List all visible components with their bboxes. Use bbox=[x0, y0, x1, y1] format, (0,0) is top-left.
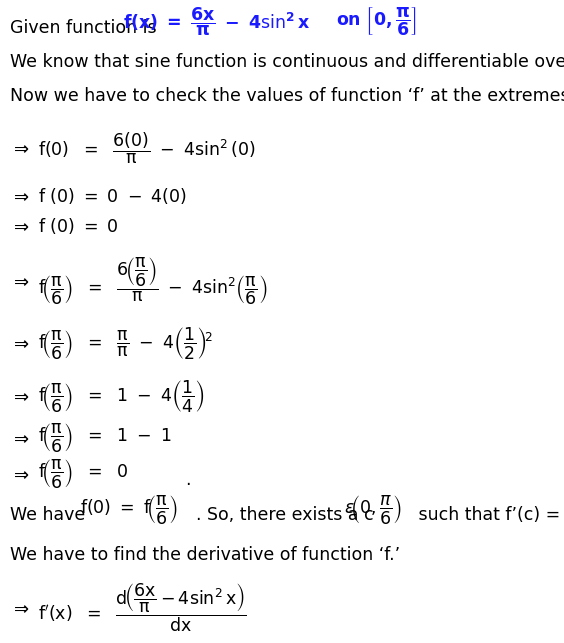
Text: $\Rightarrow$: $\Rightarrow$ bbox=[10, 387, 30, 405]
Text: Now we have to check the values of function ‘f’ at the extremes,: Now we have to check the values of funct… bbox=[10, 87, 564, 105]
Text: $\mathrm{f(0)\ \ =\ \ \dfrac{6(0)}{\pi}\ -\ 4\sin^2(0)}$: $\mathrm{f(0)\ \ =\ \ \dfrac{6(0)}{\pi}\… bbox=[38, 131, 255, 166]
Text: .: . bbox=[185, 471, 191, 489]
Text: $\Rightarrow$: $\Rightarrow$ bbox=[10, 334, 30, 352]
Text: $\mathbf{f(x)\ =\ \dfrac{6x}{\pi}\ -\ 4\sin^2 x}$: $\mathbf{f(x)\ =\ \dfrac{6x}{\pi}\ -\ 4\… bbox=[123, 6, 310, 38]
Text: $\Rightarrow$: $\Rightarrow$ bbox=[10, 139, 30, 157]
Text: $\Rightarrow$: $\Rightarrow$ bbox=[10, 187, 30, 205]
Text: $\Rightarrow$: $\Rightarrow$ bbox=[10, 272, 30, 290]
Text: $\mathrm{f\!\left(\dfrac{\pi}{6}\right)\ \ =\ \ 0}$: $\mathrm{f\!\left(\dfrac{\pi}{6}\right)\… bbox=[38, 458, 129, 491]
Text: $\mathrm{f(0)\ =\ f\!\left(\dfrac{\pi}{6}\right)}$: $\mathrm{f(0)\ =\ f\!\left(\dfrac{\pi}{6… bbox=[80, 493, 178, 527]
Text: $\Rightarrow$: $\Rightarrow$ bbox=[10, 429, 30, 447]
Text: $\Rightarrow$: $\Rightarrow$ bbox=[10, 217, 30, 235]
Text: $\mathrm{f\!\left(\dfrac{\pi}{6}\right)\ \ =\ \ \dfrac{\pi}{\pi}\ -\ 4\left(\dfr: $\mathrm{f\!\left(\dfrac{\pi}{6}\right)\… bbox=[38, 325, 213, 361]
Text: We know that sine function is continuous and differentiable over R.: We know that sine function is continuous… bbox=[10, 53, 564, 71]
Text: . So, there exists a c: . So, there exists a c bbox=[196, 506, 379, 524]
Text: We have to find the derivative of function ‘f.’: We have to find the derivative of functi… bbox=[10, 546, 400, 564]
Text: $\mathrm{f\ (0)\ =\ 0}$: $\mathrm{f\ (0)\ =\ 0}$ bbox=[38, 216, 119, 236]
Text: $\mathbf{on\ \left[0,\dfrac{\pi}{6}\right]}$: $\mathbf{on\ \left[0,\dfrac{\pi}{6}\righ… bbox=[336, 6, 417, 38]
Text: such that f’(c) = 0.: such that f’(c) = 0. bbox=[413, 506, 564, 524]
Text: $\mathrm{f\ (0)\ =\ 0\ -\ 4(0)}$: $\mathrm{f\ (0)\ =\ 0\ -\ 4(0)}$ bbox=[38, 186, 187, 206]
Text: $\mathrm{f'(x)\ \ =\ \ \dfrac{d\!\left(\dfrac{6x}{\pi}-4\sin^2 x\right)}{dx}}$: $\mathrm{f'(x)\ \ =\ \ \dfrac{d\!\left(\… bbox=[38, 582, 247, 634]
Text: Given function is: Given function is bbox=[10, 19, 157, 37]
Text: We have: We have bbox=[10, 506, 85, 524]
Text: $\mathrm{f\!\left(\dfrac{\pi}{6}\right)\ \ =\ \ 1\ -\ 4\left(\dfrac{1}{4}\right): $\mathrm{f\!\left(\dfrac{\pi}{6}\right)\… bbox=[38, 378, 205, 414]
Text: $\mathrm{f\!\left(\dfrac{\pi}{6}\right)\ \ =\ \ 1\ -\ 1}$: $\mathrm{f\!\left(\dfrac{\pi}{6}\right)\… bbox=[38, 422, 172, 455]
Text: $\Rightarrow$: $\Rightarrow$ bbox=[10, 599, 30, 617]
Text: $\epsilon\!\left(0,\dfrac{\pi}{6}\right)$: $\epsilon\!\left(0,\dfrac{\pi}{6}\right)… bbox=[344, 493, 402, 527]
Text: $\Rightarrow$: $\Rightarrow$ bbox=[10, 465, 30, 483]
Text: $\mathrm{f\!\left(\dfrac{\pi}{6}\right)\ \ =\ \ \dfrac{6\!\left(\dfrac{\pi}{6}\r: $\mathrm{f\!\left(\dfrac{\pi}{6}\right)\… bbox=[38, 255, 267, 307]
